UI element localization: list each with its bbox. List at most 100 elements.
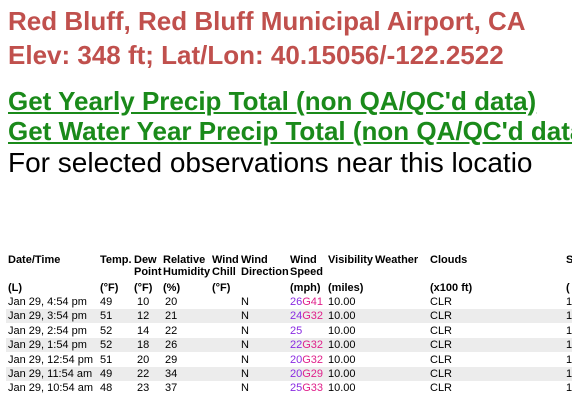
column-header: Clouds [430,254,468,266]
column-header: Wind [212,254,239,266]
cell: 1 [566,339,572,352]
cell: 49 [100,296,113,308]
wind-speed: 20G29 [290,368,323,380]
cell: 34 [165,368,178,380]
gust: G29 [302,368,324,380]
column-unit: (x100 ft) [430,282,473,294]
cell: N [241,310,249,323]
cell: N [241,324,249,337]
column-header: Weather [375,254,419,266]
gust: G32 [302,339,324,352]
cell: 51 [100,310,113,323]
cell: 10.00 [328,339,356,352]
cell: Jan 29, 11:54 am [8,368,93,380]
cell: N [241,353,249,366]
cell: CLR [430,382,453,395]
cell: Jan 29, 4:54 pm [8,296,87,308]
column-header: Direction [241,266,289,278]
wind-speed: 26G41 [290,296,323,308]
cell: 23 [137,382,150,395]
cell: N [241,339,249,352]
cell: 1 [566,382,572,395]
cell: 10.00 [328,382,356,395]
row-shade [6,338,572,353]
column-unit: (°F) [134,282,153,294]
water-year-precip-link[interactable]: Get Water Year Precip Total (non QA/QC'd… [8,116,572,146]
cell: CLR [430,353,453,366]
speed: 25 [290,382,303,395]
row-shade [6,309,572,324]
speed: 24 [290,310,303,323]
cell: CLR [430,368,453,380]
cell: 1 [566,324,572,337]
column-header: Speed [290,266,324,278]
speed: 22 [290,339,303,352]
column-unit: (°F) [212,282,231,294]
cell: 48 [100,382,113,395]
cell: 52 [100,339,113,352]
cell: 22 [137,368,150,380]
yearly-precip-link[interactable]: Get Yearly Precip Total (non QA/QC'd dat… [8,86,537,116]
wind-speed: 20G32 [290,354,323,366]
cell: 18 [137,339,150,352]
column-header: Point [134,266,162,278]
cell: Jan 29, 1:54 pm [8,339,87,352]
gust: G32 [302,310,324,323]
cell: Jan 29, 12:54 pm [8,353,94,366]
column-unit: (miles) [328,282,364,294]
column-unit: (°F) [100,282,119,294]
cell: N [241,296,249,308]
column-header: Date/Time [8,254,61,266]
column-header: Dew [134,254,157,266]
gust: G33 [302,382,324,395]
cell: CLR [430,324,453,337]
column-unit: ( [566,282,570,294]
gust: G41 [302,296,324,308]
cell: 52 [100,324,113,337]
wind-speed: 24G32 [290,310,323,322]
cell: 10 [137,296,150,308]
column-header: Relative [163,254,206,266]
cell: 29 [165,353,178,366]
column-header: Wind [241,254,268,266]
cell: Jan 29, 2:54 pm [8,324,87,337]
column-header: Humidity [163,266,211,278]
cell: 37 [165,382,178,395]
cell: 1 [566,368,572,380]
speed: 20 [290,368,303,380]
speed: 25 [290,324,303,337]
cell: 1 [566,353,572,366]
cell: 1 [566,310,572,323]
cell: CLR [430,339,453,352]
column-header: S [566,254,572,266]
station-subtitle: Elev: 348 ft; Lat/Lon: 40.15056/-122.252… [8,40,504,70]
column-unit: (L) [8,282,23,294]
wind-speed: 22G32 [290,339,323,351]
cell: 10.00 [328,296,356,308]
cell: CLR [430,310,453,323]
cell: 20 [137,353,150,366]
gust: G32 [302,353,324,366]
column-unit: (%) [163,282,181,294]
cell: 12 [137,310,150,323]
cell: 14 [137,324,150,337]
cell: 49 [100,368,113,380]
cell: 10.00 [328,324,356,337]
cell: N [241,382,249,395]
wind-speed: 25 [290,325,302,337]
cell: CLR [430,296,453,308]
cell: 10.00 [328,368,356,380]
column-header: Visibility [328,254,374,266]
cell: 51 [100,353,113,366]
cell: 21 [165,310,178,323]
station-title: Red Bluff, Red Bluff Municipal Airport, … [8,6,526,36]
column-header: Wind [290,254,317,266]
speed: 20 [290,353,303,366]
cell: Jan 29, 10:54 am [8,382,94,395]
cell: N [241,368,249,380]
cell: 20 [165,296,178,308]
column-unit: (mph) [290,282,321,294]
cell: 10.00 [328,310,356,323]
wind-speed: 25G33 [290,382,323,394]
